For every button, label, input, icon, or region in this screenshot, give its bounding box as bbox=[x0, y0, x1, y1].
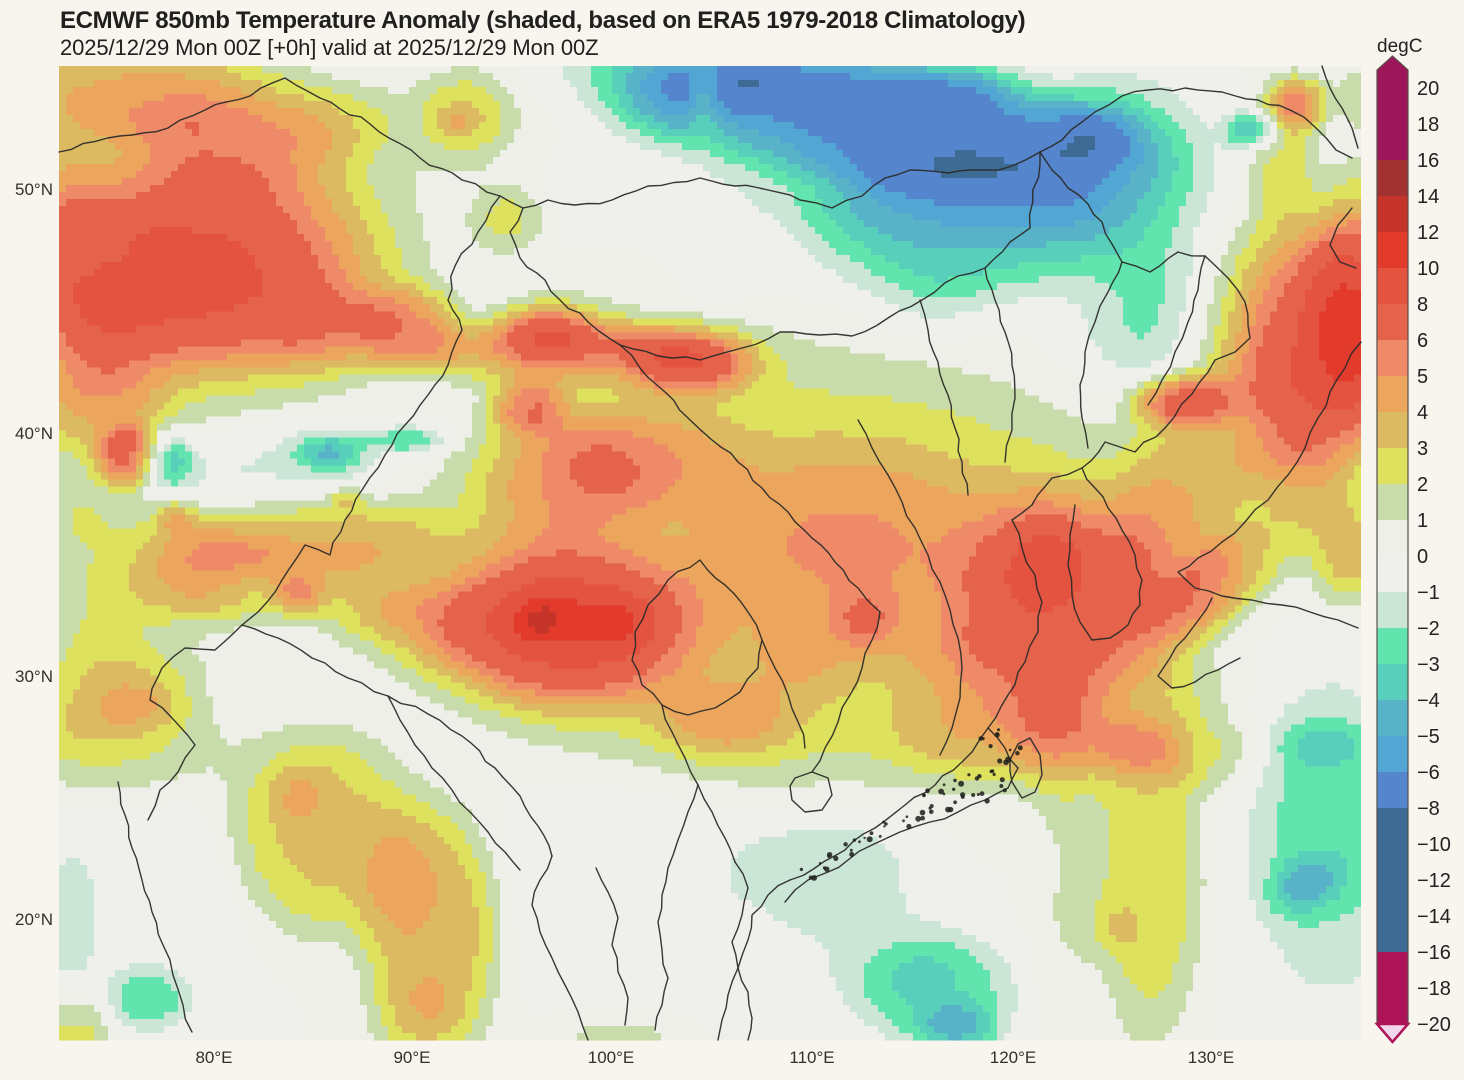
svg-text:20: 20 bbox=[1417, 78, 1439, 100]
svg-text:50°N: 50°N bbox=[15, 180, 53, 199]
svg-text:6: 6 bbox=[1417, 330, 1428, 352]
svg-text:16: 16 bbox=[1417, 150, 1439, 172]
svg-text:100°E: 100°E bbox=[588, 1048, 635, 1067]
svg-text:−6: −6 bbox=[1417, 762, 1440, 784]
svg-text:degC: degC bbox=[1377, 36, 1422, 57]
svg-text:−18: −18 bbox=[1417, 978, 1451, 1000]
svg-text:−10: −10 bbox=[1417, 834, 1451, 856]
svg-text:3: 3 bbox=[1417, 438, 1428, 460]
svg-text:4: 4 bbox=[1417, 402, 1428, 424]
svg-text:−2: −2 bbox=[1417, 618, 1440, 640]
svg-text:−8: −8 bbox=[1417, 798, 1440, 820]
svg-text:8: 8 bbox=[1417, 294, 1428, 316]
svg-text:−20: −20 bbox=[1417, 1014, 1451, 1036]
svg-text:30°N: 30°N bbox=[15, 667, 53, 686]
svg-text:18: 18 bbox=[1417, 114, 1439, 136]
svg-text:5: 5 bbox=[1417, 366, 1428, 388]
svg-text:1: 1 bbox=[1417, 510, 1428, 532]
svg-text:80°E: 80°E bbox=[195, 1048, 232, 1067]
svg-text:40°N: 40°N bbox=[15, 424, 53, 443]
svg-text:−3: −3 bbox=[1417, 654, 1440, 676]
svg-text:−5: −5 bbox=[1417, 726, 1440, 748]
svg-text:−16: −16 bbox=[1417, 942, 1451, 964]
svg-text:2: 2 bbox=[1417, 474, 1428, 496]
svg-text:0: 0 bbox=[1417, 546, 1428, 568]
svg-text:10: 10 bbox=[1417, 258, 1439, 280]
svg-text:120°E: 120°E bbox=[990, 1048, 1037, 1067]
svg-text:20°N: 20°N bbox=[15, 910, 53, 929]
svg-text:−12: −12 bbox=[1417, 870, 1451, 892]
svg-text:14: 14 bbox=[1417, 186, 1439, 208]
svg-text:90°E: 90°E bbox=[393, 1048, 430, 1067]
svg-text:12: 12 bbox=[1417, 222, 1439, 244]
svg-text:−1: −1 bbox=[1417, 582, 1440, 604]
svg-text:110°E: 110°E bbox=[789, 1048, 834, 1067]
svg-text:130°E: 130°E bbox=[1188, 1048, 1235, 1067]
svg-text:−4: −4 bbox=[1417, 690, 1440, 712]
svg-text:−14: −14 bbox=[1417, 906, 1451, 928]
